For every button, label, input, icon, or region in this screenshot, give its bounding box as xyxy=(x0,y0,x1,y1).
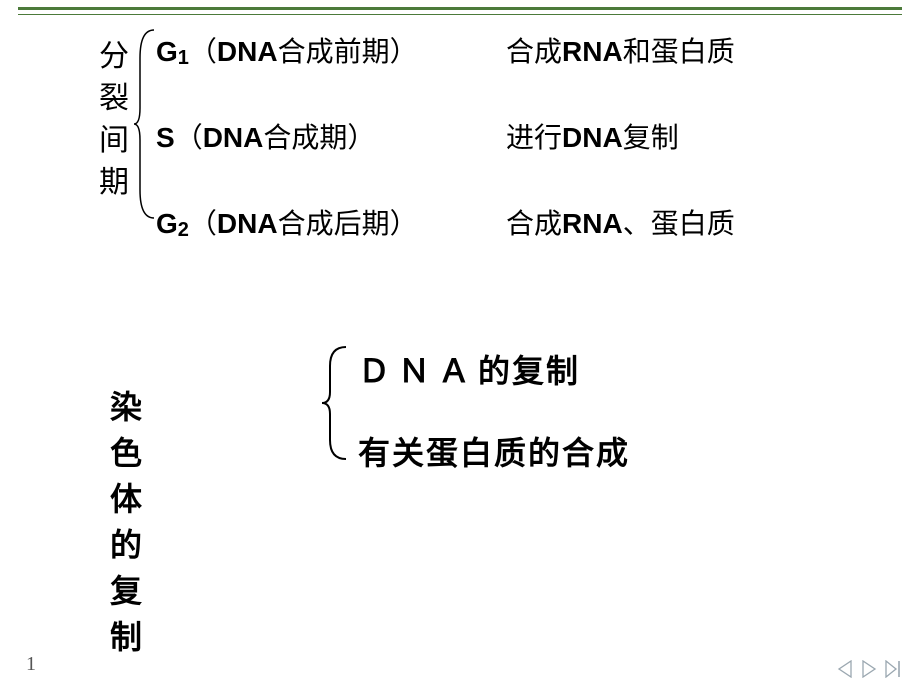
item-rest: 有关蛋白质的合成 xyxy=(358,435,630,471)
phase-row-g2: G2（DNA合成后期） 合成RNA、蛋白质 xyxy=(156,202,735,242)
desc-lat: RNA xyxy=(562,36,623,67)
phase-symbol: S xyxy=(156,122,175,153)
item-wide-part: ＤＮＡ xyxy=(358,353,478,389)
phase-row-g1: G1（DNA合成前期） 合成RNA和蛋白质 xyxy=(156,30,735,70)
page-number: 1 xyxy=(26,653,36,676)
replication-items: ＤＮＡ的复制 有关蛋白质的合成 xyxy=(358,346,630,474)
dna-text: DNA xyxy=(203,122,264,153)
paren-open: （ xyxy=(175,123,203,154)
phase-symbol: G xyxy=(156,36,178,67)
desc-han-1: 合成 xyxy=(506,209,562,240)
triangle-left-icon xyxy=(837,660,853,678)
last-slide-button[interactable] xyxy=(882,658,904,680)
triangle-right-icon xyxy=(861,660,877,678)
replication-item-dna: ＤＮＡ的复制 xyxy=(358,346,630,392)
top-rule-thin xyxy=(18,14,902,15)
item-rest: 的复制 xyxy=(478,353,580,389)
phase-row-s: S（DNA合成期） 进行DNA复制 xyxy=(156,116,735,156)
desc-han-2: 复制 xyxy=(623,123,679,154)
paren-close: ） xyxy=(347,123,375,154)
dna-text: DNA xyxy=(217,208,278,239)
prev-slide-button[interactable] xyxy=(834,658,856,680)
paren-open: （ xyxy=(189,37,217,68)
label-char-4: 期 xyxy=(98,162,130,204)
desc-han-2: 、蛋白质 xyxy=(623,209,735,240)
desc-han-2: 和蛋白质 xyxy=(623,37,735,68)
brace-icon xyxy=(134,28,158,220)
chromosome-replication-title: 染色体的复制 xyxy=(110,382,143,658)
phase-subscript: 1 xyxy=(178,47,189,69)
brace-icon xyxy=(322,344,350,462)
phase-s-desc: 进行DNA复制 xyxy=(506,116,679,156)
skip-end-icon xyxy=(884,660,902,678)
interphase-vertical-label: 分 裂 间 期 xyxy=(98,36,130,204)
top-rule-thick xyxy=(18,7,902,10)
dna-text: DNA xyxy=(217,36,278,67)
phase-g2-desc: 合成RNA、蛋白质 xyxy=(506,202,735,242)
paren-open: （ xyxy=(189,209,217,240)
label-char-3: 间 xyxy=(98,120,130,162)
phase-subscript: 2 xyxy=(178,219,189,241)
nav-controls xyxy=(834,658,904,680)
phase-rows: G1（DNA合成前期） 合成RNA和蛋白质 S（DNA合成期） 进行DNA复制 … xyxy=(156,30,735,242)
desc-han-1: 进行 xyxy=(506,123,562,154)
phase-symbol: G xyxy=(156,208,178,239)
phase-han: 合成后期 xyxy=(278,209,390,240)
desc-han-1: 合成 xyxy=(506,37,562,68)
label-char-1: 分 xyxy=(98,36,130,78)
desc-lat: RNA xyxy=(562,208,623,239)
phase-g1-name: G1（DNA合成前期） xyxy=(156,30,506,70)
paren-close: ） xyxy=(390,209,418,240)
phase-s-name: S（DNA合成期） xyxy=(156,116,506,156)
phase-g2-name: G2（DNA合成后期） xyxy=(156,202,506,242)
paren-close: ） xyxy=(390,37,418,68)
phase-g1-desc: 合成RNA和蛋白质 xyxy=(506,30,735,70)
desc-lat: DNA xyxy=(562,122,623,153)
replication-item-protein: 有关蛋白质的合成 xyxy=(358,428,630,474)
label-char-2: 裂 xyxy=(98,78,130,120)
next-slide-button[interactable] xyxy=(858,658,880,680)
phase-han: 合成期 xyxy=(263,123,347,154)
phase-han: 合成前期 xyxy=(278,37,390,68)
